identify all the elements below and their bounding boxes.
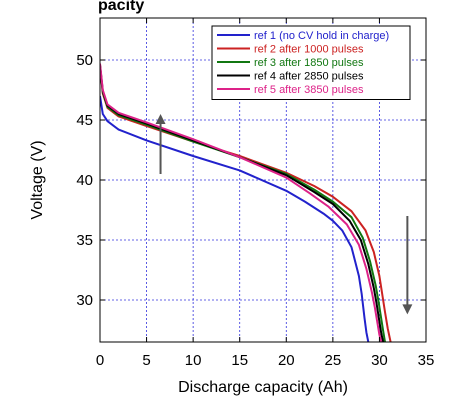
arrow-up-icon [155,114,166,174]
legend-entry: ref 4 after 2850 pulses [254,71,364,83]
x-tick-label: 0 [96,352,104,369]
y-tick-label: 40 [76,172,93,189]
y-axis-label: Voltage (V) [29,140,46,219]
x-tick-label: 25 [325,352,342,369]
x-tick-label: 20 [278,352,295,369]
y-tick-label: 35 [76,232,93,249]
series-lines [100,63,392,342]
series-line-2 [100,65,392,342]
legend-entry: ref 1 (no CV hold in charge) [254,30,389,42]
legend-entry: ref 3 after 1850 pulses [254,57,364,69]
x-axis-label: Discharge capacity (Ah) [178,379,348,396]
y-tick-label: 45 [76,112,93,129]
trend-arrows [155,114,413,315]
x-tick-label: 30 [371,352,388,369]
legend-entry: ref 2 after 1000 pulses [254,44,364,56]
series-line-5 [100,63,383,342]
legend: ref 1 (no CV hold in charge) ref 2 after … [211,25,411,100]
arrow-down-icon [402,216,413,315]
chart-title-fragment: pacity [98,0,144,14]
x-tick-label: 35 [418,352,435,369]
y-tick-label: 30 [76,292,93,309]
y-tick-label: 50 [76,52,93,69]
series-line-1 [100,95,370,342]
legend-entry: ref 5 after 3850 pulses [254,84,364,96]
x-tick-label: 10 [185,352,202,369]
x-tick-label: 15 [231,352,248,369]
axis-ticks: 0 5 10 15 20 25 30 35 30 35 40 45 50 [76,18,434,369]
x-tick-label: 5 [142,352,150,369]
